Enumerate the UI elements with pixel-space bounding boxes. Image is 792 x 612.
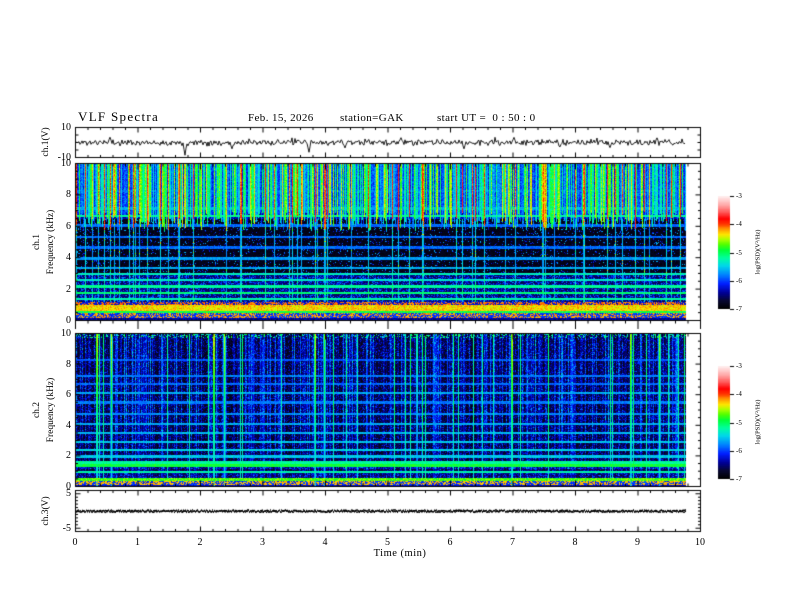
colorbar1-tick-label: -5 (736, 248, 742, 257)
ch1-spec-y-tick-label: 6 (66, 220, 71, 232)
ch3-voltage-y-tick-label: -5 (62, 522, 71, 534)
colorbar1-tick-label: -6 (736, 276, 742, 285)
ch1-spec-channel-label: ch.1 (32, 233, 42, 251)
colorbar1-psd-axis-label: log(PSD)(V²/Hz) (754, 229, 762, 275)
ch3-voltage-axis-label: ch.3(V) (41, 496, 51, 526)
ch1-voltage-y-tick-label: 10 (61, 122, 71, 133)
ch2-spec-y-tick-label: 2 (66, 450, 71, 462)
ch1-voltage-axis-label: ch.1(V) (41, 127, 51, 157)
ch2-spec-y-tick-label: 6 (66, 389, 71, 401)
x-axis-tick-label: 3 (260, 537, 265, 548)
ch1-spec-y-tick-label: 4 (66, 252, 71, 264)
colorbar2-tick-label: -7 (736, 475, 742, 483)
ch1-spec-y-tick-label: 2 (66, 283, 71, 295)
x-axis-tick-label: 0 (72, 537, 78, 548)
ch2-spec-y-tick-label: 0 (66, 481, 71, 492)
ch1-voltage-y-tick-label: -10 (57, 152, 71, 163)
x-axis-tick-label: 4 (322, 537, 328, 548)
plot-title: VLF Spectra (78, 109, 160, 124)
ch1-spec-frequency-axis-label: Frequency (kHz) (46, 209, 56, 275)
ch3-voltage-y-tick-label: 5 (66, 488, 71, 500)
ch1-spec-y-tick-label: 0 (66, 315, 71, 326)
x-axis-tick-label: 10 (695, 537, 705, 548)
colorbar1-tick-label: -7 (736, 305, 742, 313)
x-axis-tick-label: 8 (572, 537, 578, 548)
x-axis-tick-label: 5 (385, 537, 390, 548)
ch2-spec-frequency-axis-label: Frequency (kHz) (46, 377, 56, 443)
x-axis-tick-label: 1 (135, 537, 140, 548)
ch1-spec-y-tick-label: 8 (66, 189, 71, 201)
colorbar2-tick-label: -3 (736, 362, 742, 370)
x-axis-tick-label: 9 (635, 537, 640, 548)
colorbar1-tick-label: -4 (736, 220, 742, 229)
x-axis-tick-label: 6 (447, 537, 453, 548)
colorbar2-tick-label: -4 (736, 390, 742, 399)
colorbar1-tick-label: -3 (736, 192, 742, 200)
colorbar2-psd-axis-label: log(PSD)(V²/Hz) (754, 399, 762, 445)
x-axis-tick-label: 2 (197, 537, 203, 548)
colorbar2-tick-label: -6 (736, 446, 742, 455)
colorbar2-tick-label: -5 (736, 418, 742, 427)
time-axis-label: Time (min) (373, 548, 427, 559)
x-axis-tick-label: 7 (510, 537, 515, 548)
plot-date: Feb. 15, 2026 (248, 112, 314, 124)
ch2-spec-channel-label: ch.2 (32, 401, 42, 419)
ch2-spec-y-tick-label: 8 (66, 358, 71, 370)
plot-start-ut: start UT = 0 : 50 : 0 (437, 112, 536, 124)
ch2-spec-y-tick-label: 4 (66, 419, 71, 431)
plot-station: station=GAK (340, 112, 404, 124)
ch2-spec-y-tick-label: 10 (61, 328, 71, 339)
ch1-spec-y-tick-label: 10 (61, 158, 71, 169)
